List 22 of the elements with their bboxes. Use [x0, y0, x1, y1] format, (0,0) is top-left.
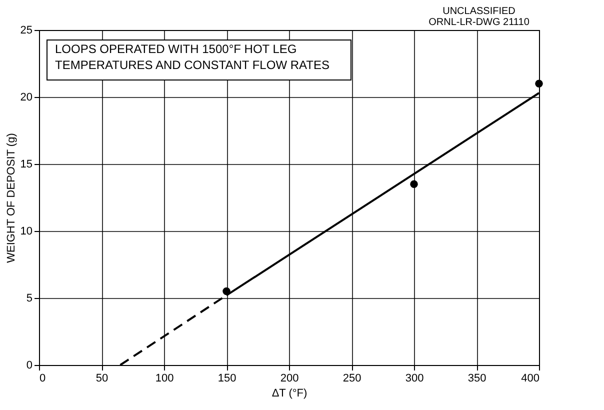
x-tick-label: 300 — [405, 372, 424, 384]
y-tick-label: 10 — [20, 226, 32, 238]
x-tick-label: 200 — [280, 372, 299, 384]
x-tick-label: 150 — [218, 372, 236, 384]
x-tick-label: 400 — [521, 372, 540, 384]
y-tick-label: 0 — [26, 360, 32, 372]
point — [535, 80, 543, 88]
annotation: LOOPS OPERATED WITH 1500°F HOT LEG TEMPERATURES AND CONSTANT FLOW RATES — [55, 42, 330, 72]
y-tick-label: 15 — [20, 158, 32, 170]
x-tick-label: 250 — [342, 372, 362, 384]
text: ORNL-LR-DWG 21110 — [428, 17, 530, 28]
point — [410, 180, 418, 188]
y-tick-label: 5 — [26, 292, 32, 304]
text: UNCLASSIFIED — [442, 6, 516, 17]
y-tick-label: 20 — [20, 92, 32, 104]
y-axis-title: WEIGHT OF DEPOSIT (g) — [5, 133, 18, 263]
x-tick-label: 100 — [155, 372, 174, 384]
y-tick-label: 25 — [20, 24, 32, 36]
x-tick-label: 0 — [40, 372, 46, 384]
x-tick-label: 50 — [96, 372, 108, 384]
x-axis-title: ΔT (°F) — [272, 388, 308, 400]
x-tick-label: 350 — [468, 372, 486, 384]
